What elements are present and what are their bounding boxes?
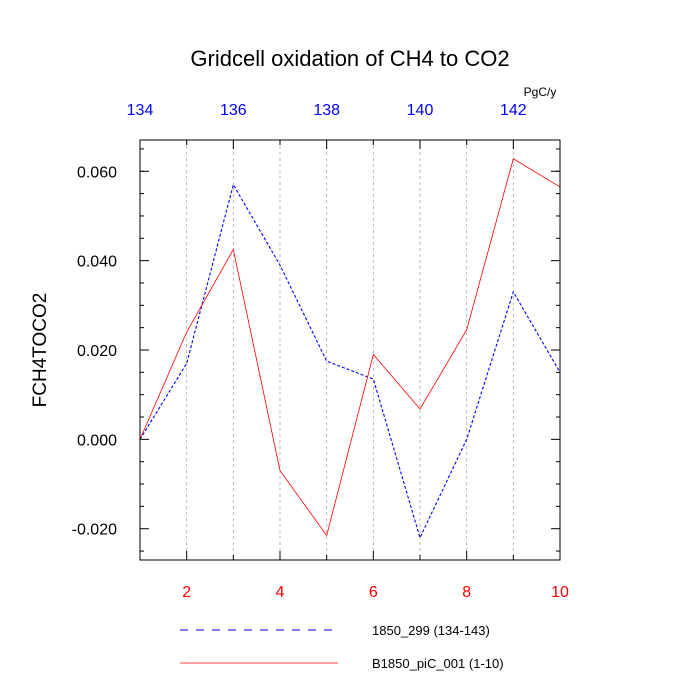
x-tick-label-top: 134 (127, 102, 154, 119)
y-tick-label: 0.060 (77, 164, 117, 181)
x-tick-label-top: 140 (407, 102, 434, 119)
x-tick-label-top: 142 (500, 102, 527, 119)
plot-frame (139, 139, 561, 561)
y-tick-label: 0.040 (77, 254, 117, 271)
y-tick-label: 0.020 (77, 343, 117, 360)
chart-title: Gridcell oxidation of CH4 to CO2 (190, 46, 509, 71)
y-tick-label: 0.000 (77, 432, 117, 449)
x-tick-label-bottom: 10 (551, 584, 569, 601)
x-tick-label-bottom: 6 (369, 584, 378, 601)
series-line-1 (139, 158, 561, 537)
y-axis-label: FCH4TOCO2 (30, 293, 51, 408)
x-tick-label-bottom: 4 (276, 584, 285, 601)
legend-entry-1850-299: 1850_299 (134-143) (372, 623, 490, 638)
series-line-0 (139, 183, 561, 540)
x-tick-label-bottom: 8 (462, 584, 471, 601)
legend-entry-b1850-pic-001: B1850_piC_001 (1-10) (372, 656, 504, 671)
x-tick-label-bottom: 2 (182, 584, 191, 601)
x-tick-label-top: 136 (220, 102, 247, 119)
legend: 1850_299 (134-143) B1850_piC_001 (1-10) (180, 623, 504, 671)
x-tick-label-top: 138 (313, 102, 340, 119)
axes: -0.020 0.000 0.020 0.040 0.060 2 4 6 8 10 134 136 13… (72, 102, 569, 601)
grid-lines (186, 140, 514, 560)
series-lines (139, 158, 561, 540)
top-axis-units: PgC/y (524, 85, 557, 99)
y-tick-label: -0.020 (72, 522, 117, 539)
